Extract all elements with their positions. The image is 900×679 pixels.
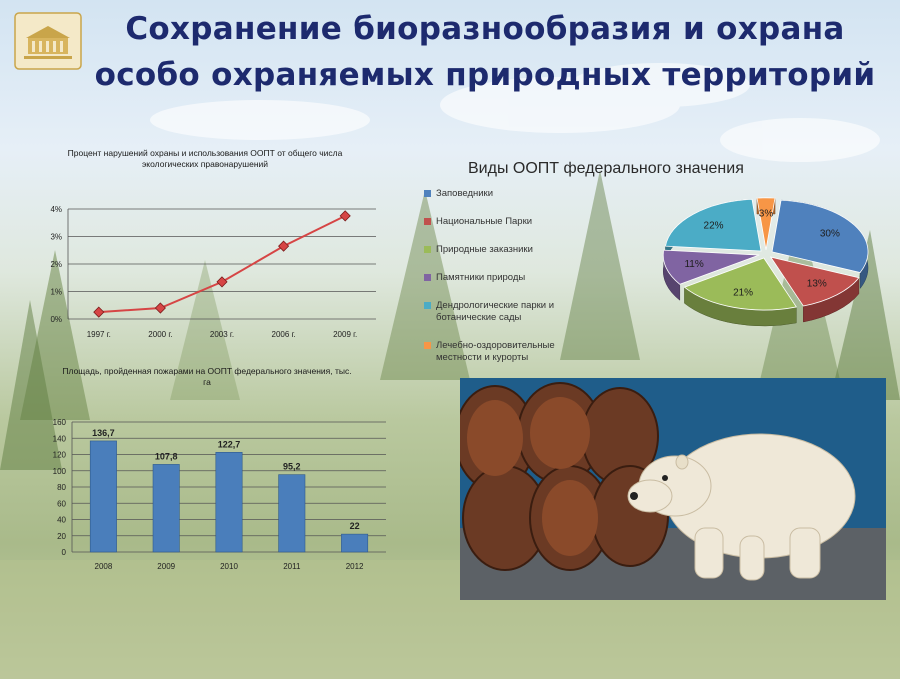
bar-value-label: 95,2 [283,462,301,472]
bar-value-label: 122,7 [218,439,241,449]
x-tick-label: 2012 [346,562,364,571]
legend-label: Заповедники [436,188,494,199]
pie-value-label: 13% [807,279,827,290]
slide-title: Сохранение биоразнообразия и охрана особ… [70,6,900,98]
pie-labels: 30% 13% 21% 11% 22% 3% [684,208,839,298]
y-tick-label: 160 [53,418,67,427]
pie-value-label: 3% [759,208,774,219]
bar-value-label: 22 [350,521,360,531]
legend-item: Национальные Парки [424,216,594,228]
legend-swatch [424,342,431,349]
legend-item: Заповедники [424,188,594,200]
line-chart-title: Процент нарушений охраны и использования… [67,148,343,169]
data-point [278,240,290,252]
legend-swatch [424,190,431,197]
pie-slice [769,256,860,307]
bar [152,464,180,553]
legend-label: Лечебно-оздоровительные местности и куро… [436,340,555,363]
legend-label: Национальные Парки [436,216,533,227]
y-tick-label: 40 [57,516,66,525]
x-tick-label: 2008 [95,562,113,571]
legend-swatch [424,274,431,281]
bar-value-label: 107,8 [155,451,178,461]
y-tick-label: 1% [50,288,62,297]
y-tick-label: 100 [53,467,67,476]
y-tick-label: 0 [62,548,67,557]
pie-chart-title: Виды ООПТ федерального значения [468,160,744,177]
legend-swatch [424,218,431,225]
legend-label: Природные заказники [436,244,533,255]
bar-chart: 0 20 40 60 80 100 120 140 160 136,7 2008 107,8 2009 1… [53,418,386,571]
pie-value-label: 30% [820,228,840,239]
title-line-2: особо охраняемых природных территорий [94,57,876,93]
pie-chart: 30% 13% 21% 11% 22% 3% [662,197,869,327]
x-tick-label: 2010 [220,562,238,571]
pie-slice [771,199,869,273]
legend-item: Лечебно-оздоровительные местности и куро… [424,340,594,364]
pie-slice [662,249,760,285]
pie-value-label: 22% [704,220,724,231]
legend-swatch [424,302,431,309]
bar-value-label: 136,7 [92,428,115,438]
x-tick-label: 2009 [157,562,175,571]
y-tick-label: 80 [57,483,66,492]
bar [89,440,117,553]
clouds [150,63,880,162]
pie-slice [683,257,798,311]
pie-slice [665,198,762,252]
legend-item: Природные заказники [424,244,594,256]
x-tick-label: 2003 г. [210,330,234,339]
y-tick-label: 4% [50,205,62,214]
bar [278,474,306,553]
y-tick-label: 60 [57,499,66,508]
line-chart: 0% 1% 2% 3% 4% 1997 г. 2000 г. 2003 г. 2006 г. 20… [50,205,376,339]
x-tick-label: 2006 г. [272,330,296,339]
y-tick-label: 2% [50,260,62,269]
pie-value-label: 21% [733,288,753,299]
y-tick-label: 20 [57,532,66,541]
pie-tops [662,197,869,311]
x-tick-label: 2000 г. [148,330,172,339]
bar [341,533,369,553]
legend-item: Дендрологические парки и ботанические са… [424,300,594,324]
pie-legend: Заповедники Национальные Парки Природные з… [424,188,594,380]
data-point [93,306,105,318]
legend-label: Памятники природы [436,272,526,283]
x-tick-label: 2011 [283,562,301,571]
trees [0,170,900,470]
title-line-1: Сохранение биоразнообразия и охрана [125,11,845,47]
duma-emblem [14,12,82,70]
y-tick-label: 0% [50,315,62,324]
data-point [339,210,351,222]
x-tick-label: 2009 г. [333,330,357,339]
legend-swatch [424,246,431,253]
data-point [216,276,228,288]
y-tick-label: 140 [53,434,67,443]
legend-item: Памятники природы [424,272,594,284]
bar [215,452,243,553]
data-point [154,302,166,314]
pie-value-label: 11% [684,259,703,270]
y-tick-label: 3% [50,233,62,242]
bar-chart-title: Площадь, пройденная пожарами на ООПТ фед… [62,366,352,387]
x-tick-label: 1997 г. [87,330,111,339]
polar-bear-photo [460,378,886,600]
y-tick-label: 120 [53,451,67,460]
legend-label: Дендрологические парки и ботанические са… [436,300,555,323]
pie-slice [756,197,776,250]
